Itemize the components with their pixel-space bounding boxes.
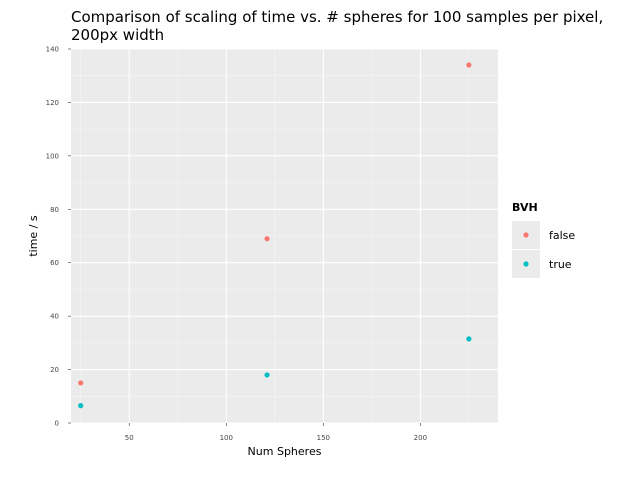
y-tick-label: 20 [50,366,59,374]
data-point-false [78,380,84,386]
axis-ticks: 50 100 150 200 0 20 40 60 80 100 120 140 [46,46,427,443]
data-point-true [78,403,84,409]
x-tick-label: 150 [317,434,330,442]
y-axis-label: time / s [27,215,40,257]
data-point-true [264,372,270,378]
legend-marker-false [523,232,529,238]
x-tick-label: 200 [414,434,427,442]
data-points [78,62,472,409]
data-point-true [466,336,472,342]
legend-label-true: true [549,258,572,271]
legend-title: BVH [512,201,538,214]
y-tick-label: 80 [50,206,59,214]
legend: BVH false true [512,201,575,278]
x-axis-label: Num Spheres [248,445,322,458]
major-gridlines [71,48,498,424]
y-tick-label: 140 [46,46,59,54]
x-tick-label: 100 [220,434,233,442]
data-point-false [466,62,472,68]
y-tick-label: 0 [55,420,59,428]
minor-gridlines [71,49,498,423]
chart-title-line-1: Comparison of scaling of time vs. # sphe… [71,8,603,26]
y-tick-label: 60 [50,259,59,267]
legend-marker-true [523,261,529,267]
chart-title-line-2: 200px width [71,26,164,44]
data-point-false [264,236,270,242]
x-tick-label: 50 [125,434,134,442]
y-tick-label: 40 [50,313,59,321]
legend-label-false: false [549,229,575,242]
y-tick-label: 100 [46,152,59,160]
y-tick-label: 120 [46,99,59,107]
